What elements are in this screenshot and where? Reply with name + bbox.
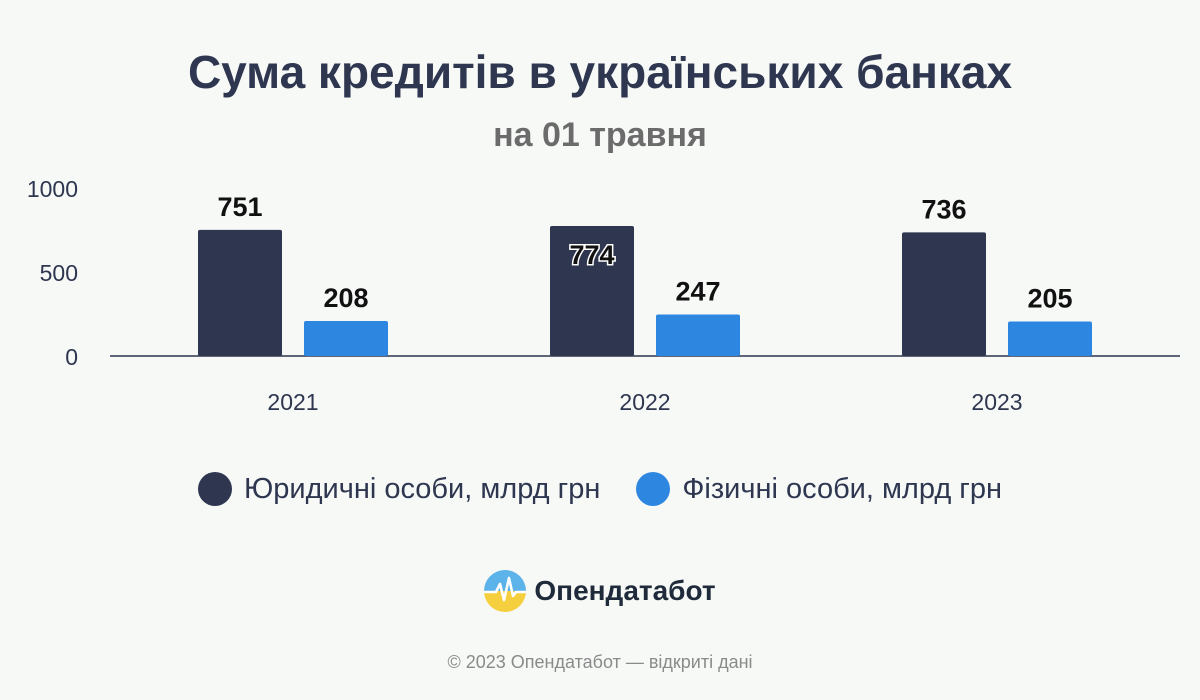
data-label: 205 xyxy=(1027,284,1072,314)
data-label: 736 xyxy=(921,194,966,224)
brand-logo: Опендатабот xyxy=(0,570,1200,612)
legend-item-individual: Фізичні особи, млрд грн xyxy=(636,472,1002,506)
legend-swatch-legal xyxy=(197,472,232,506)
chart-title: Сума кредитів в українських банках xyxy=(187,46,1013,98)
data-label: 208 xyxy=(323,283,368,313)
bar-individual-2022 xyxy=(656,314,740,356)
brand-name: Опендатабот xyxy=(534,575,716,606)
legend-label-legal: Юридичні особи, млрд грн xyxy=(243,472,601,505)
bar-chart: 0 500 1000 751 208 2021 774 247 2022 736 205 2023 xyxy=(27,176,1180,415)
x-tick-label: 2023 xyxy=(971,389,1022,415)
chart-subtitle: на 01 травня xyxy=(493,116,707,154)
chart-legend: Юридичні особи, млрд грн Фізичні особи, … xyxy=(0,472,1200,506)
bar-individual-2023 xyxy=(1008,321,1092,356)
data-label: 751 xyxy=(217,192,262,222)
data-label: 247 xyxy=(675,277,720,307)
bar-legal-2022 xyxy=(550,225,634,356)
y-tick-label: 1000 xyxy=(27,176,78,202)
y-tick-label: 500 xyxy=(40,260,78,286)
bar-legal-2023 xyxy=(902,232,986,356)
x-tick-label: 2021 xyxy=(267,389,318,415)
footer-copyright: © 2023 Опендатабот — відкриті дані xyxy=(447,652,753,672)
x-tick-label: 2022 xyxy=(619,389,670,415)
legend-swatch-individual xyxy=(636,472,671,506)
legend-item-legal: Юридичні особи, млрд грн xyxy=(197,472,601,506)
opendatabot-logo-icon xyxy=(484,570,527,612)
y-tick-label: 0 xyxy=(65,344,78,370)
bar-individual-2021 xyxy=(304,321,388,356)
legend-label-individual: Фізичні особи, млрд грн xyxy=(682,472,1003,505)
data-label: 774 xyxy=(569,240,614,270)
bar-legal-2021 xyxy=(198,229,282,356)
